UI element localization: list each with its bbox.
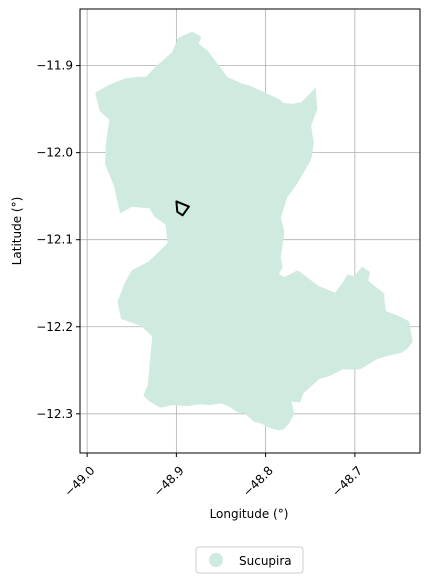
y-axis-label: Latitude (°) bbox=[10, 197, 24, 266]
region-sucupira bbox=[95, 31, 413, 431]
y-tick-label: −12.1 bbox=[36, 233, 73, 247]
y-tick-label: −11.9 bbox=[36, 59, 73, 73]
legend-label: Sucupira bbox=[239, 554, 292, 568]
plot-frame bbox=[79, 8, 421, 454]
area-marker bbox=[175, 200, 190, 217]
x-tick-label: −49.0 bbox=[62, 463, 98, 499]
legend-box bbox=[195, 546, 304, 574]
x-tick-label: −48.7 bbox=[329, 463, 365, 499]
legend-swatch bbox=[209, 553, 223, 567]
y-tick-label: −12.0 bbox=[36, 146, 73, 160]
x-axis-label: Longitude (°) bbox=[210, 507, 289, 521]
y-tick-label: −12.3 bbox=[36, 407, 73, 421]
x-tick-label: −48.9 bbox=[151, 463, 187, 499]
y-tick-label: −12.2 bbox=[36, 320, 73, 334]
legend: Sucupira bbox=[195, 546, 304, 574]
x-tick-label: −48.8 bbox=[240, 463, 276, 499]
